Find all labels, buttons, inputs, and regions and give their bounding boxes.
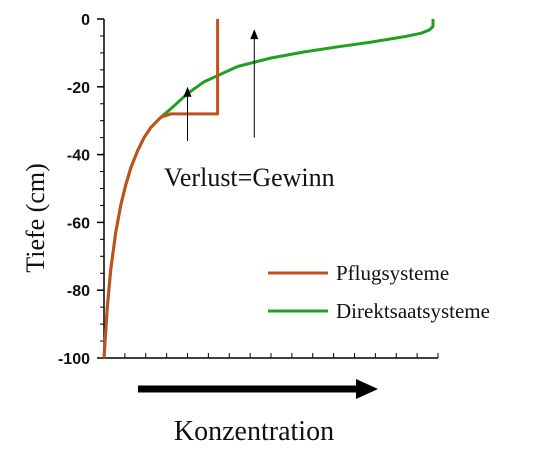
y-tick-label: -20 [67, 80, 90, 97]
x-direction-arrow [138, 379, 378, 399]
y-tick-label: -80 [67, 283, 90, 300]
series-line-pflugsysteme [102, 19, 220, 359]
legend: Pflugsysteme Direktsaatsysteme [268, 261, 490, 323]
legend-item-direktsaatsysteme: Direktsaatsysteme [268, 299, 490, 323]
annotation-arrowhead [183, 86, 192, 97]
y-tick-label: -40 [67, 148, 90, 165]
legend-item-pflugsysteme: Pflugsysteme [268, 261, 449, 285]
y-tick-label: 0 [81, 12, 90, 29]
annotation-arrowhead [250, 29, 259, 40]
annotation-arrows [183, 29, 259, 142]
ticks: 0 -20 -40 -60 -80 -100 [58, 12, 439, 368]
y-tick-label: -100 [58, 351, 90, 368]
legend-label-pflugsysteme: Pflugsysteme [336, 261, 449, 285]
y-axis-label: Tiefe (cm) [21, 163, 50, 273]
x-axis-label: Konzentration [174, 416, 334, 447]
annotation-text: Verlust=Gewinn [164, 163, 335, 192]
y-tick-label: -60 [67, 215, 90, 232]
legend-label-direktsaatsysteme: Direktsaatsysteme [336, 299, 490, 323]
